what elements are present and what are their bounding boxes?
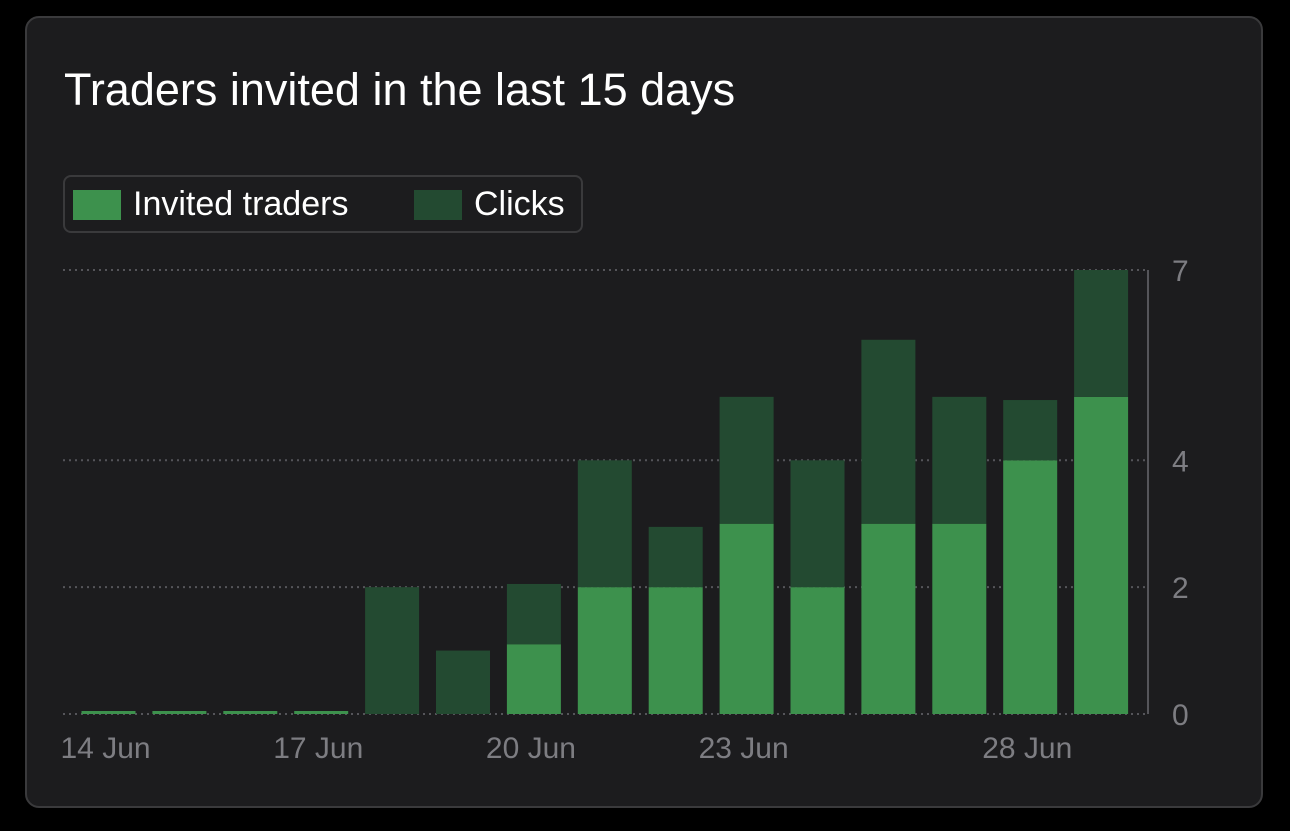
bar-clicks-4 (365, 587, 420, 714)
bar-clicks-14 (1074, 270, 1129, 397)
chart-title: Traders invited in the last 15 days (64, 64, 736, 115)
bar-clicks-9 (719, 396, 774, 524)
bar-clicks-13 (1003, 400, 1058, 461)
x-tick-label-6: 20 Jun (486, 732, 576, 765)
x-tick-label-3: 17 Jun (273, 732, 363, 765)
bar-clicks-8 (648, 526, 703, 588)
bar-invited-11 (861, 523, 916, 714)
bar-invited-2 (223, 711, 278, 714)
bar-invited-8 (648, 587, 703, 714)
bar-invited-12 (932, 523, 987, 714)
bar-invited-3 (294, 711, 349, 714)
bar-clicks-5 (436, 650, 490, 714)
bar-invited-7 (577, 587, 632, 714)
bar-invited-10 (790, 587, 845, 714)
bar-clicks-10 (790, 460, 845, 588)
y-tick-label-7: 7 (1172, 255, 1189, 288)
y-tick-label-0: 0 (1172, 699, 1189, 732)
legend-label-invited: Invited traders (133, 185, 349, 223)
x-tick-label-9: 23 Jun (699, 732, 789, 765)
bar-invited-6 (506, 644, 561, 714)
bar-clicks-7 (577, 460, 632, 588)
legend-label-clicks: Clicks (474, 185, 565, 223)
legend-swatch-clicks (414, 190, 462, 220)
y-tick-label-2: 2 (1172, 572, 1189, 605)
legend-swatch-invited (73, 190, 121, 220)
legend: Invited traders Clicks (63, 175, 583, 233)
bar-invited-0 (81, 711, 136, 714)
x-tick-label-0: 14 Jun (61, 732, 151, 765)
bar-invited-9 (719, 523, 774, 714)
bar-clicks-12 (932, 396, 987, 524)
bar-clicks-11 (861, 339, 916, 524)
bar-invited-14 (1074, 396, 1129, 714)
y-tick-label-4: 4 (1172, 445, 1189, 478)
bar-invited-13 (1003, 460, 1058, 714)
bar-clicks-6 (506, 583, 561, 645)
x-tick-label-13: 28 Jun (982, 732, 1072, 765)
bar-invited-1 (152, 711, 207, 714)
